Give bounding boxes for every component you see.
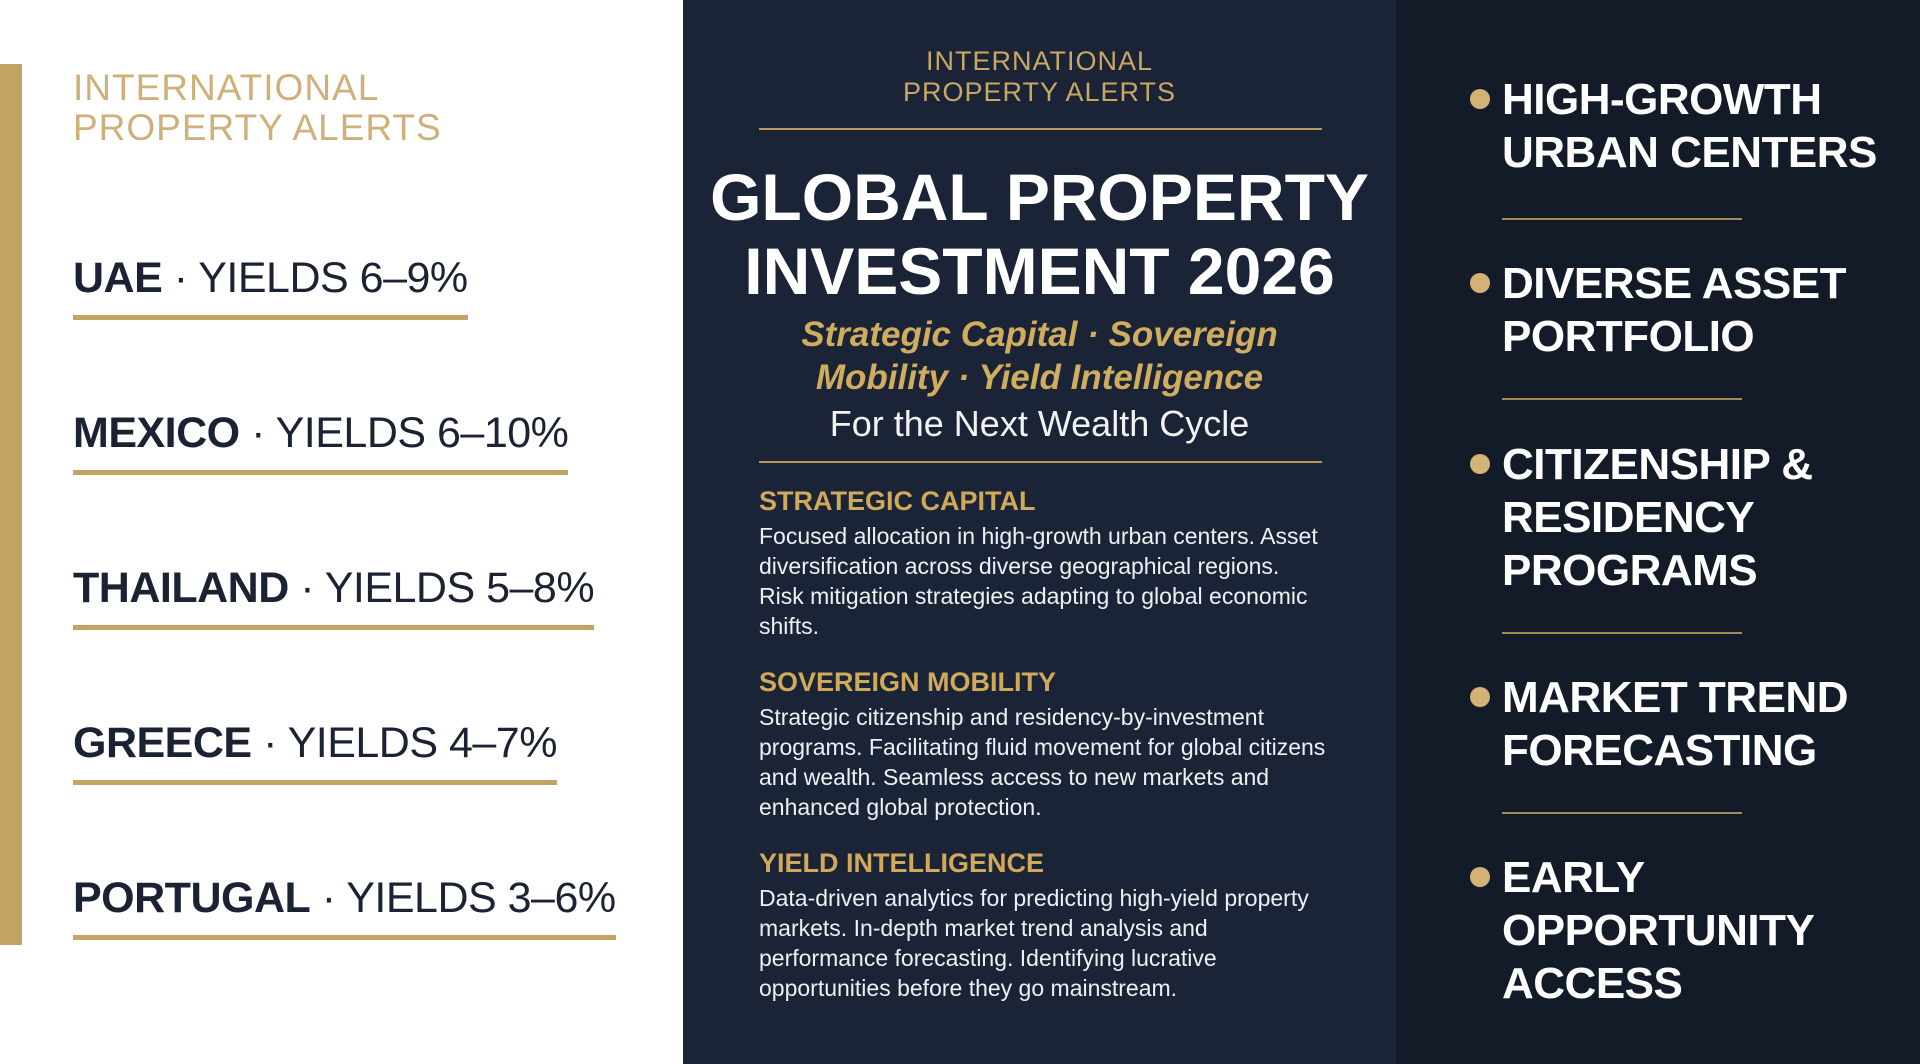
center-panel: INTERNATIONAL PROPERTY ALERTS GLOBAL PRO… <box>683 0 1396 1064</box>
divider <box>759 461 1322 463</box>
bullet-text: HIGH-GROWTH URBAN CENTERS <box>1502 73 1877 179</box>
section: YIELD INTELLIGENCE Data-driven analytics … <box>759 848 1329 1003</box>
country: MEXICO <box>73 409 240 457</box>
subtitle-line: Strategic Capital · Sovereign <box>801 315 1278 354</box>
country: UAE <box>73 254 163 302</box>
yields: YIELDS 6–9% <box>198 254 468 302</box>
bullet-dot <box>1470 454 1490 474</box>
bullet-line: FORECASTING <box>1502 726 1817 775</box>
bullet-line: PORTFOLIO <box>1502 312 1755 361</box>
divider <box>1502 398 1742 400</box>
divider <box>1502 218 1742 220</box>
bullet-line: ACCESS <box>1502 959 1683 1008</box>
brand-line: INTERNATIONAL <box>73 67 380 108</box>
market-row: UAE · YIELDS 6–9% <box>73 254 468 320</box>
country: GREECE <box>73 719 252 767</box>
subtitle: Strategic Capital · Sovereign Mobility ·… <box>683 313 1396 399</box>
bullet-line: CITIZENSHIP & <box>1502 440 1813 489</box>
subtitle-line: Mobility · Yield Intelligence <box>815 358 1264 397</box>
bullet-line: MARKET TREND <box>1502 673 1848 722</box>
bullet-line: OPPORTUNITY <box>1502 906 1815 955</box>
title: GLOBAL PROPERTY INVESTMENT 2026 <box>683 160 1396 308</box>
divider <box>759 128 1322 130</box>
divider <box>1502 812 1742 814</box>
section-heading: SOVEREIGN MOBILITY <box>759 667 1057 697</box>
market-row: MEXICO · YIELDS 6–10% <box>73 409 569 475</box>
market-row: PORTUGAL · YIELDS 3–6% <box>73 874 616 940</box>
bullet-line: EARLY <box>1502 853 1645 902</box>
bullet-line: PROGRAMS <box>1502 546 1758 595</box>
separator: · <box>263 719 277 767</box>
brand-line: INTERNATIONAL <box>925 46 1154 76</box>
bullet-dot <box>1470 273 1490 293</box>
separator: · <box>251 409 265 457</box>
market-row: THAILAND · YIELDS 5–8% <box>73 564 595 630</box>
section: STRATEGIC CAPITAL Focused allocation in h… <box>759 486 1329 641</box>
market-row: GREECE · YIELDS 4–7% <box>73 719 557 785</box>
country: THAILAND <box>73 564 289 612</box>
bullet-line: URBAN CENTERS <box>1502 128 1877 177</box>
section-body: Strategic citizenship and residency-by-i… <box>759 704 1326 820</box>
country: PORTUGAL <box>73 874 311 922</box>
bullet-text: MARKET TREND FORECASTING <box>1502 671 1848 777</box>
bullet-text: EARLY OPPORTUNITY ACCESS <box>1502 851 1815 1010</box>
left-panel: INTERNATIONAL PROPERTY ALERTS UAE · YIEL… <box>0 0 683 1064</box>
yields: YIELDS 6–10% <box>275 409 569 457</box>
separator: · <box>321 874 336 922</box>
bullet-dot <box>1470 89 1490 109</box>
yields: YIELDS 3–6% <box>346 874 616 922</box>
brand: INTERNATIONAL PROPERTY ALERTS <box>683 46 1396 108</box>
section: SOVEREIGN MOBILITY Strategic citizenship … <box>759 667 1329 822</box>
yields: YIELDS 5–8% <box>324 564 595 612</box>
brand-line: PROPERTY ALERTS <box>902 77 1177 107</box>
yields: YIELDS 4–7% <box>287 719 558 767</box>
bullet-text: DIVERSE ASSET PORTFOLIO <box>1502 257 1846 363</box>
section-body: Data-driven analytics for predicting hig… <box>759 885 1309 1001</box>
separator: · <box>173 254 188 302</box>
title-line: GLOBAL PROPERTY <box>710 160 1369 234</box>
divider <box>1502 632 1742 634</box>
brand-line: PROPERTY ALERTS <box>73 107 442 148</box>
tagline: For the Next Wealth Cycle <box>829 403 1250 444</box>
bullet-dot <box>1470 687 1490 707</box>
section-heading: YIELD INTELLIGENCE <box>759 848 1045 878</box>
title-line: INVESTMENT 2026 <box>744 234 1335 308</box>
bullet-line: HIGH-GROWTH <box>1502 75 1822 124</box>
accent-bar <box>0 64 22 945</box>
bullet-line: DIVERSE ASSET <box>1502 259 1846 308</box>
section-heading: STRATEGIC CAPITAL <box>759 486 1036 516</box>
separator: · <box>300 564 315 612</box>
bullet-dot <box>1470 867 1490 887</box>
bullet-text: CITIZENSHIP & RESIDENCY PROGRAMS <box>1502 438 1813 597</box>
section-body: Focused allocation in high-growth urban … <box>759 523 1318 639</box>
brand: INTERNATIONAL PROPERTY ALERTS <box>73 68 442 148</box>
bullet-line: RESIDENCY <box>1502 493 1755 542</box>
right-panel: HIGH-GROWTH URBAN CENTERS DIVERSE ASSET POR… <box>1396 0 1920 1064</box>
